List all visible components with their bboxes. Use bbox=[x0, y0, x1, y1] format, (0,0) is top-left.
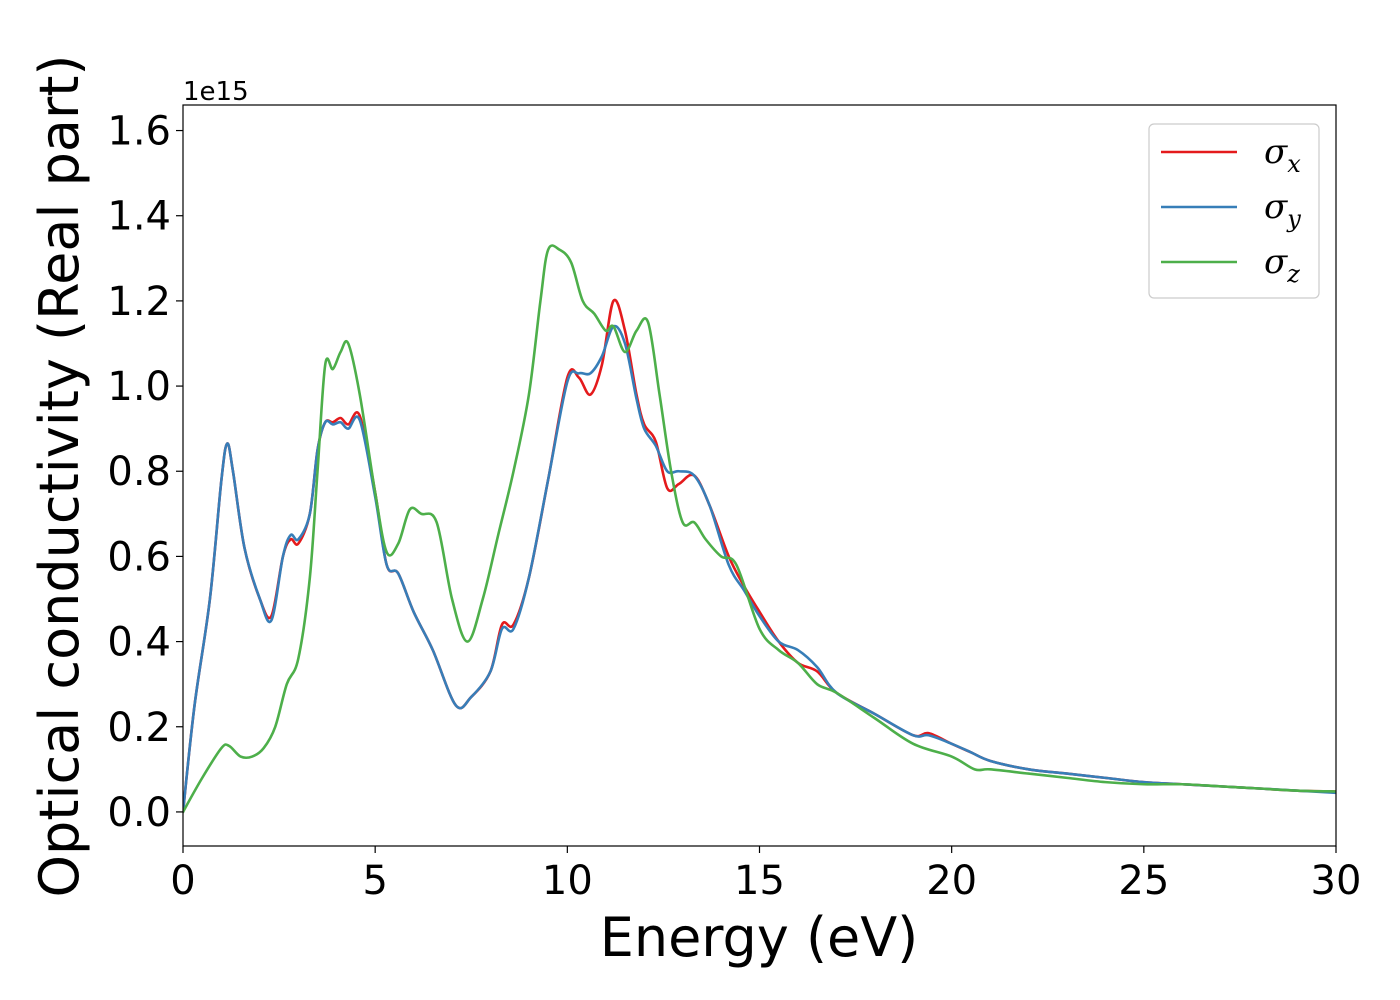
y-tick-label: 1.2 bbox=[107, 279, 171, 325]
legend-label-symbol: σ bbox=[1264, 242, 1288, 282]
y-tick-label: 0.2 bbox=[107, 705, 171, 751]
x-axis: 0 5 10 15 20 25 30 bbox=[170, 846, 1361, 904]
legend-label-y: σy bbox=[1264, 187, 1301, 233]
legend-label-x: σx bbox=[1264, 132, 1301, 178]
y-tick-label: 1.4 bbox=[107, 194, 171, 240]
y-axis: 0.0 0.2 0.4 0.6 0.8 1.0 1.2 1.4 1.6 bbox=[107, 109, 183, 836]
legend-label-subscript: y bbox=[1286, 205, 1301, 233]
y-tick-label: 1.0 bbox=[107, 364, 171, 410]
x-tick-label: 30 bbox=[1311, 858, 1362, 904]
legend-label-z: σz bbox=[1264, 242, 1300, 288]
x-axis-label: Energy (eV) bbox=[600, 906, 919, 969]
x-tick-label: 10 bbox=[542, 858, 593, 904]
y-axis-label: Optical conductivity (Real part) bbox=[28, 55, 91, 898]
legend-box bbox=[1148, 123, 1320, 299]
y-tick-label: 0.0 bbox=[107, 790, 171, 836]
legend-label-symbol: σ bbox=[1264, 187, 1288, 227]
x-tick-label: 20 bbox=[926, 858, 977, 904]
x-tick-label: 25 bbox=[1118, 858, 1169, 904]
legend-label-subscript: z bbox=[1286, 260, 1300, 288]
series-line-y bbox=[183, 324, 1336, 814]
x-tick-label: 15 bbox=[734, 858, 785, 904]
legend-label-symbol: σ bbox=[1264, 132, 1288, 172]
legend-label-subscript: x bbox=[1287, 150, 1301, 178]
y-tick-label: 0.8 bbox=[107, 449, 171, 495]
x-tick-label: 5 bbox=[362, 858, 387, 904]
x-tick-label: 0 bbox=[170, 858, 195, 904]
y-tick-label: 0.4 bbox=[107, 620, 171, 666]
y-tick-label: 0.6 bbox=[107, 534, 171, 580]
y-tick-label: 1.6 bbox=[107, 109, 171, 155]
series-layer bbox=[183, 244, 1336, 814]
y-axis-offset-text: 1e15 bbox=[183, 77, 249, 107]
series-line-z bbox=[183, 244, 1336, 814]
